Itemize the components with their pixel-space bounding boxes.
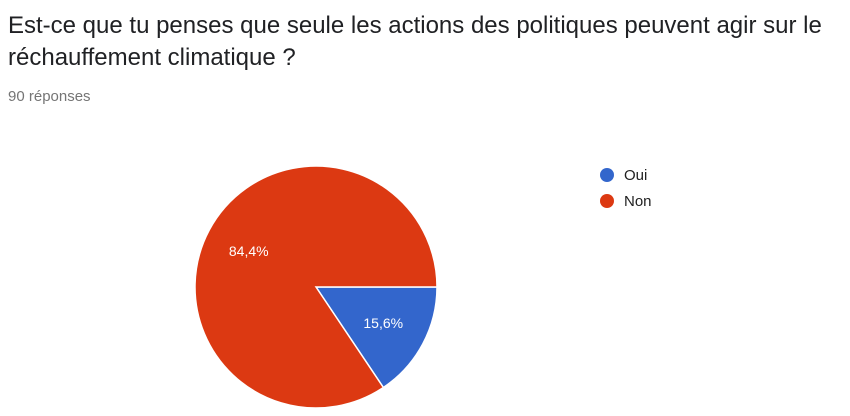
legend-item-non[interactable]: Non: [600, 188, 652, 214]
legend-item-oui[interactable]: Oui: [600, 162, 652, 188]
legend-label-non: Non: [624, 192, 652, 210]
legend-swatch-non: [600, 194, 614, 208]
pie-slice-non[interactable]: [194, 165, 438, 409]
pie-label-oui: 15,6%: [363, 315, 403, 331]
legend-swatch-oui: [600, 168, 614, 182]
legend-label-oui: Oui: [624, 166, 648, 184]
question-title: Est-ce que tu penses que seule les actio…: [8, 12, 822, 71]
pie-slice-oui[interactable]: [314, 286, 438, 389]
chart-legend: Oui Non: [600, 162, 652, 214]
response-count: 90 réponses: [8, 88, 91, 105]
pie-label-non: 84,4%: [229, 243, 269, 259]
